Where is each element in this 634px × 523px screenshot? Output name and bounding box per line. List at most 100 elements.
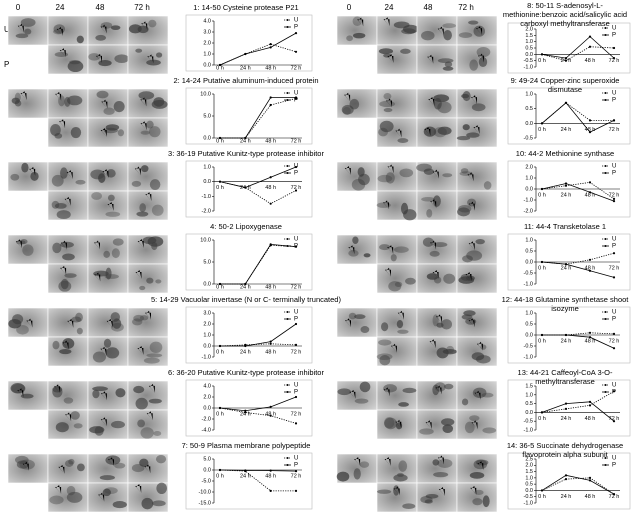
data-point	[218, 180, 222, 183]
series-line	[219, 396, 297, 412]
x-tick-label: 0 h	[538, 494, 546, 500]
gel-spot	[60, 167, 68, 179]
gel-arrow	[468, 318, 475, 328]
x-tick-label: 0 h	[216, 185, 224, 191]
data-point	[294, 50, 298, 53]
series-line	[219, 181, 297, 205]
gel-tile	[456, 88, 498, 119]
x-tick-label: 24 h	[561, 192, 572, 198]
gel-spot	[476, 46, 491, 58]
gel-arrow	[354, 456, 361, 466]
gel-spot	[139, 285, 146, 291]
data-point	[244, 409, 247, 412]
gel-spot	[376, 353, 393, 361]
gel-spot	[90, 169, 105, 180]
gel-spot	[156, 482, 167, 495]
gel-spot	[468, 20, 479, 25]
gel-arrow	[468, 241, 475, 251]
chart-title: 14: 36-5 Succinate dehydrogenase flavopr…	[506, 441, 624, 459]
gel-spot	[63, 397, 74, 404]
gel-spot	[110, 25, 121, 31]
legend-label: U	[294, 310, 298, 316]
legend-marker	[604, 27, 607, 29]
gel-spot	[458, 32, 473, 38]
gel-spot	[441, 418, 455, 426]
gel-spot	[471, 352, 485, 361]
data-point	[588, 269, 592, 272]
gel-spot	[51, 174, 64, 187]
gel-arrow	[134, 166, 141, 176]
gel-spot	[76, 35, 84, 44]
gel-spot	[98, 59, 112, 67]
y-tick-label: 5.0	[203, 259, 211, 265]
gel-spot	[71, 316, 82, 323]
y-tick-label: 0.5	[525, 45, 533, 51]
gel-spot	[149, 179, 161, 191]
gel-arrow	[55, 91, 62, 101]
series-line	[542, 334, 615, 349]
data-point	[588, 331, 592, 334]
gel-arrow	[344, 92, 351, 102]
gel-spot	[100, 22, 113, 29]
x-tick-label: 72 h	[609, 192, 620, 198]
x-tick-label: 24 h	[240, 411, 251, 417]
gel-spot	[421, 196, 435, 202]
series-line	[219, 469, 297, 472]
gel-spot	[379, 120, 394, 133]
x-tick-label: 48 h	[265, 411, 276, 417]
gel-tile	[416, 453, 458, 484]
data-point	[294, 31, 298, 35]
y-tick-label: 0.5	[525, 321, 533, 327]
gel-spot	[462, 255, 473, 263]
data-point	[612, 57, 616, 60]
data-point	[588, 191, 592, 194]
gel-spot	[354, 314, 366, 320]
data-point	[244, 136, 247, 140]
data-point	[294, 322, 298, 326]
legend-marker	[604, 165, 607, 167]
gel-spot	[64, 459, 74, 467]
gel-arrow	[348, 245, 355, 255]
gel-spot	[432, 384, 440, 396]
gel-spot	[135, 48, 143, 53]
gel-arrow	[437, 26, 444, 36]
gel-spot	[155, 279, 162, 284]
gel-spot	[66, 491, 83, 503]
gel-spot	[112, 501, 127, 509]
series-line	[219, 43, 297, 66]
x-tick-label: 24 h	[240, 284, 251, 290]
data-point	[612, 493, 616, 496]
gel-spot	[16, 460, 29, 469]
y-tick-label: 1.5	[525, 383, 533, 389]
legend-marker	[286, 172, 289, 174]
y-tick-label: -0.5	[524, 419, 533, 425]
y-tick-label: 1.0	[525, 237, 533, 243]
gel-arrow	[140, 97, 147, 107]
gel-spot	[352, 32, 366, 39]
gel-spot	[24, 28, 32, 35]
data-point	[218, 136, 222, 140]
data-point	[269, 489, 272, 492]
x-tick-label: 72 h	[291, 138, 302, 144]
y-tick-label: -2.0	[202, 208, 211, 214]
gel-spot	[462, 90, 471, 102]
gel-spot	[426, 273, 439, 280]
data-point	[540, 333, 544, 337]
data-point	[218, 468, 222, 472]
gel-arrow	[395, 419, 402, 429]
series-line	[541, 252, 615, 265]
gel-spot	[112, 318, 122, 329]
x-tick-label: 0 h	[216, 284, 224, 290]
chart-title: 5: 14-29 Vacuolar invertase (N or C- ter…	[151, 295, 341, 304]
gel-spot	[457, 207, 470, 217]
gel-spot	[148, 19, 157, 28]
gel-tile	[127, 161, 169, 192]
gel-spot	[460, 168, 469, 174]
gel-arrow	[135, 269, 142, 279]
gel-spot	[444, 61, 453, 68]
x-tick-label: 0 h	[538, 416, 546, 422]
y-tick-label: 1.0	[525, 392, 533, 398]
x-tick-label: 24 h	[240, 473, 251, 479]
y-tick-label: 2.0	[203, 40, 211, 46]
x-tick-label: 48 h	[585, 265, 596, 271]
